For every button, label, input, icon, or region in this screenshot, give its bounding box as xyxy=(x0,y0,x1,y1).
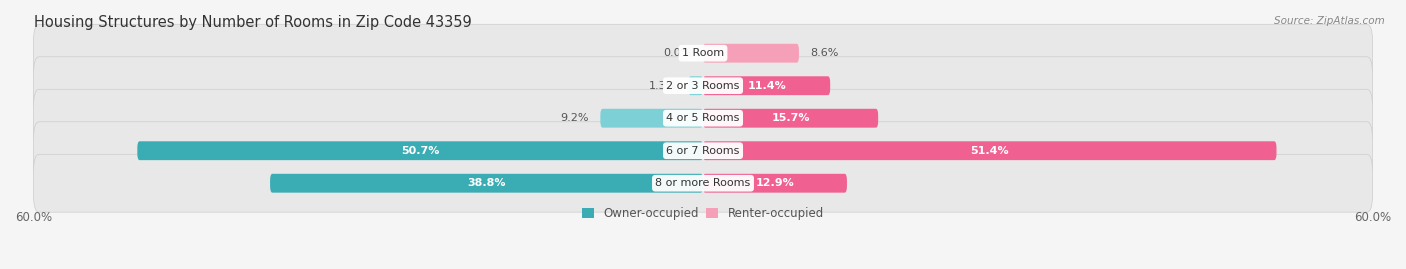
Text: Source: ZipAtlas.com: Source: ZipAtlas.com xyxy=(1274,16,1385,26)
Text: 0.0%: 0.0% xyxy=(664,48,692,58)
FancyBboxPatch shape xyxy=(270,174,703,193)
FancyBboxPatch shape xyxy=(34,154,1372,212)
Text: 6 or 7 Rooms: 6 or 7 Rooms xyxy=(666,146,740,156)
FancyBboxPatch shape xyxy=(34,122,1372,180)
FancyBboxPatch shape xyxy=(703,174,846,193)
Text: 9.2%: 9.2% xyxy=(561,113,589,123)
Text: 8.6%: 8.6% xyxy=(810,48,838,58)
FancyBboxPatch shape xyxy=(703,76,830,95)
FancyBboxPatch shape xyxy=(34,57,1372,115)
Text: 15.7%: 15.7% xyxy=(772,113,810,123)
Text: Housing Structures by Number of Rooms in Zip Code 43359: Housing Structures by Number of Rooms in… xyxy=(34,15,471,30)
FancyBboxPatch shape xyxy=(703,109,879,128)
Text: 50.7%: 50.7% xyxy=(401,146,439,156)
FancyBboxPatch shape xyxy=(703,44,799,63)
Text: 51.4%: 51.4% xyxy=(970,146,1010,156)
FancyBboxPatch shape xyxy=(600,109,703,128)
Text: 11.4%: 11.4% xyxy=(747,81,786,91)
Text: 12.9%: 12.9% xyxy=(755,178,794,188)
FancyBboxPatch shape xyxy=(703,141,1277,160)
Text: 1.3%: 1.3% xyxy=(650,81,678,91)
Text: 38.8%: 38.8% xyxy=(467,178,506,188)
Text: 2 or 3 Rooms: 2 or 3 Rooms xyxy=(666,81,740,91)
FancyBboxPatch shape xyxy=(689,76,703,95)
FancyBboxPatch shape xyxy=(34,24,1372,82)
Text: 8 or more Rooms: 8 or more Rooms xyxy=(655,178,751,188)
Legend: Owner-occupied, Renter-occupied: Owner-occupied, Renter-occupied xyxy=(578,203,828,225)
Text: 1 Room: 1 Room xyxy=(682,48,724,58)
FancyBboxPatch shape xyxy=(138,141,703,160)
Text: 4 or 5 Rooms: 4 or 5 Rooms xyxy=(666,113,740,123)
FancyBboxPatch shape xyxy=(34,89,1372,147)
